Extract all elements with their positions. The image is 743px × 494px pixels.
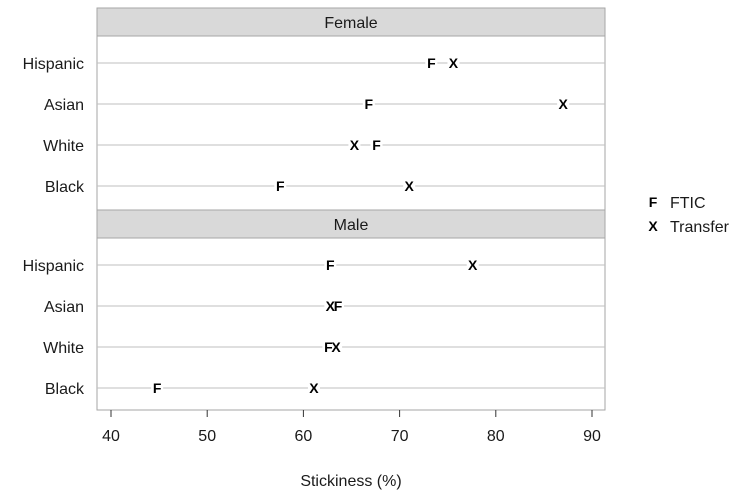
marker-bg (348, 138, 361, 152)
category-label: Hispanic (23, 56, 84, 73)
x-tick-label: 50 (198, 428, 216, 445)
point-ftic-marker: F (276, 178, 285, 194)
point-transfer-marker: X (468, 257, 478, 273)
category-label: Black (45, 381, 85, 398)
marker-bg (557, 97, 570, 111)
point-transfer-marker: X (405, 178, 415, 194)
point-ftic-marker: F (427, 55, 436, 71)
panel-strip (96, 7, 606, 37)
panel-title: Female (324, 15, 377, 32)
x-axis-title: Stickiness (%) (300, 473, 401, 490)
category-label: Asian (44, 97, 84, 114)
legend-symbol: X (648, 218, 658, 234)
marker-bg (447, 56, 460, 70)
point-ftic-marker: F (153, 380, 162, 396)
point-ftic-marker: F (326, 257, 335, 273)
point-transfer-marker: X (350, 137, 360, 153)
marker-bg (425, 56, 438, 70)
legend-item-ftic: F FTIC (649, 194, 706, 212)
point-transfer-marker: X (558, 96, 568, 112)
point-transfer-marker: X (326, 298, 336, 314)
legend-item-transfer: X Transfer (648, 218, 729, 236)
point-ftic-marker: F (334, 298, 343, 314)
marker-bg (370, 138, 383, 152)
panel-strip (96, 209, 606, 239)
marker-bg (274, 179, 287, 193)
marker-bg (324, 299, 337, 313)
category-label: White (43, 340, 84, 357)
point-ftic-marker: F (365, 96, 374, 112)
category-label: Asian (44, 299, 84, 316)
x-tick-label: 80 (487, 428, 505, 445)
marker-bg (362, 97, 375, 111)
point-ftic-marker: F (372, 137, 381, 153)
x-tick-label: 60 (295, 428, 313, 445)
category-label: White (43, 138, 84, 155)
legend-symbol: F (649, 194, 658, 210)
panel-title: Male (334, 217, 369, 234)
legend-label: FTIC (670, 195, 706, 212)
marker-bg (330, 340, 343, 354)
point-transfer-marker: X (309, 380, 319, 396)
point-transfer-marker: X (449, 55, 459, 71)
x-tick-label: 40 (102, 428, 120, 445)
marker-bg (466, 258, 479, 272)
marker-bg (307, 381, 320, 395)
category-label: Black (45, 179, 85, 196)
marker-bg (324, 258, 337, 272)
point-transfer-marker: X (331, 339, 341, 355)
point-ftic-marker: F (324, 339, 333, 355)
category-label: Hispanic (23, 258, 84, 275)
x-tick-label: 90 (583, 428, 601, 445)
legend-label: Transfer (670, 219, 730, 236)
marker-bg (151, 381, 164, 395)
marker-bg (403, 179, 416, 193)
plot-frame (96, 7, 606, 411)
x-tick-label: 70 (391, 428, 409, 445)
